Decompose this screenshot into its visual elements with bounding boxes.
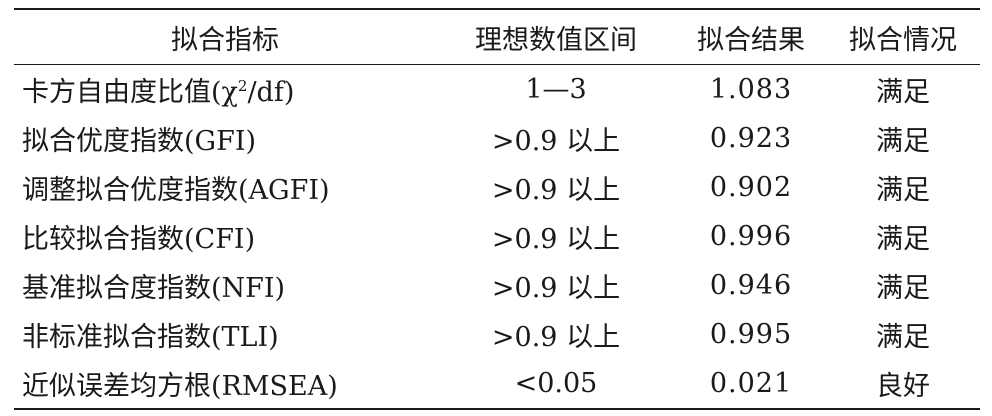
- header-indicator: 拟合指标: [171, 24, 279, 56]
- row-fit-status: 良好: [876, 371, 930, 402]
- row-fit-status: 满足: [876, 175, 930, 206]
- row-fit-result: 0.021: [709, 368, 793, 399]
- fit-index-table-container: 拟合指标 理想数值区间 拟合结果 拟合情况 卡方自由度比值(χ2/df) 1—3…: [14, 8, 980, 410]
- row-indicator-superscript: 2: [237, 77, 248, 95]
- header-ideal-range: 理想数值区间: [475, 24, 637, 56]
- table-row: 调整拟合优度指数(AGFI) >0.9 以上 0.902 满足: [14, 163, 980, 212]
- row-fit-status: 满足: [876, 273, 930, 304]
- row-indicator: 比较拟合指数(CFI): [22, 224, 256, 255]
- row-fit-result: 0.902: [709, 172, 793, 203]
- row-indicator-tail: /df): [247, 77, 295, 108]
- row-indicator-main: 卡方自由度比值(χ: [22, 77, 238, 108]
- table-row: 基准拟合度指数(NFI) >0.9 以上 0.946 满足: [14, 261, 980, 310]
- row-ideal-range: 1—3: [525, 74, 587, 105]
- row-indicator: 拟合优度指数(GFI): [22, 126, 257, 157]
- fit-index-table: 拟合指标 理想数值区间 拟合结果 拟合情况 卡方自由度比值(χ2/df) 1—3…: [14, 8, 980, 410]
- row-fit-result: 0.923: [709, 123, 793, 154]
- row-fit-status: 满足: [876, 224, 930, 255]
- row-fit-result: 0.996: [709, 221, 793, 252]
- row-indicator: 调整拟合优度指数(AGFI): [22, 175, 330, 206]
- row-indicator: 基准拟合度指数(NFI): [22, 273, 286, 304]
- row-ideal-range: >0.9 以上: [491, 322, 621, 353]
- row-fit-status: 满足: [876, 322, 930, 353]
- row-fit-result: 0.995: [709, 319, 793, 350]
- table-row: 近似误差均方根(RMSEA) <0.05 0.021 良好: [14, 359, 980, 409]
- row-ideal-range: >0.9 以上: [491, 175, 621, 206]
- header-fit-result: 拟合结果: [697, 24, 805, 56]
- table-row: 比较拟合指数(CFI) >0.9 以上 0.996 满足: [14, 212, 980, 261]
- row-indicator: 非标准拟合指数(TLI): [22, 322, 279, 353]
- row-ideal-range: <0.05: [514, 368, 598, 399]
- header-fit-status: 拟合情况: [849, 24, 957, 56]
- table-row: 卡方自由度比值(χ2/df) 1—3 1.083 满足: [14, 65, 980, 115]
- row-ideal-range: >0.9 以上: [491, 273, 621, 304]
- row-ideal-range: >0.9 以上: [491, 224, 621, 255]
- row-fit-status: 满足: [876, 77, 930, 108]
- table-row: 拟合优度指数(GFI) >0.9 以上 0.923 满足: [14, 114, 980, 163]
- row-fit-result: 0.946: [709, 270, 793, 301]
- table-row: 非标准拟合指数(TLI) >0.9 以上 0.995 满足: [14, 310, 980, 359]
- row-fit-status: 满足: [876, 126, 930, 157]
- table-header-row: 拟合指标 理想数值区间 拟合结果 拟合情况: [14, 9, 980, 65]
- row-indicator: 卡方自由度比值(χ2/df): [14, 65, 436, 115]
- row-ideal-range: >0.9 以上: [491, 126, 621, 157]
- row-fit-result: 1.083: [709, 74, 793, 105]
- row-indicator: 近似误差均方根(RMSEA): [22, 371, 338, 402]
